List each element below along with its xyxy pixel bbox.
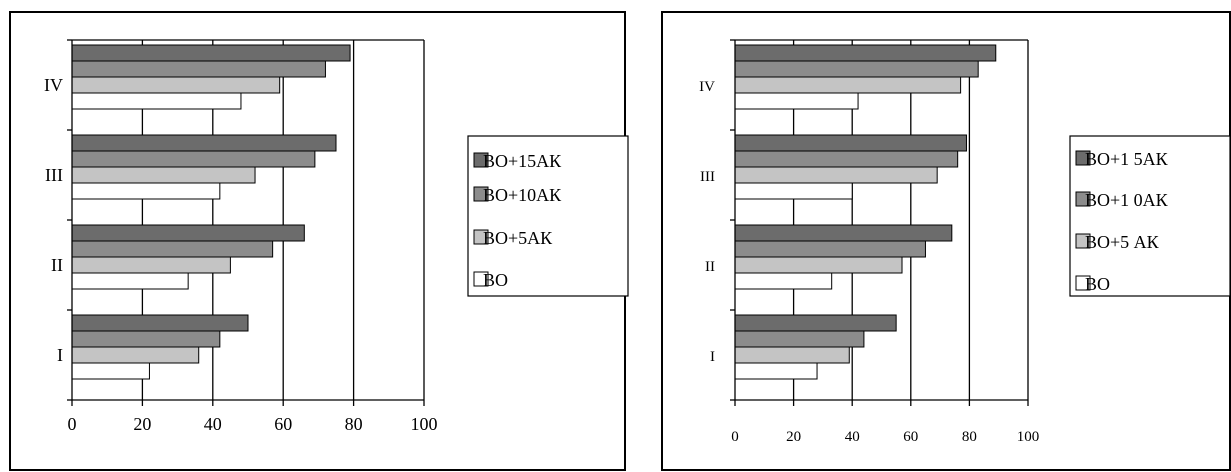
bar-III-series-4 <box>71 134 337 152</box>
bar-IV-series-1 <box>734 92 859 110</box>
legend <box>1069 135 1231 297</box>
bar-I-series-3 <box>71 330 221 348</box>
x-tick-label: 40 <box>845 429 860 445</box>
bar-III-series-1 <box>734 182 853 200</box>
bar-IV-series-2 <box>71 76 281 94</box>
bar-I-series-3 <box>734 330 865 348</box>
legend-label: ВО+5 АК <box>1085 232 1160 252</box>
bar-I-series-1 <box>71 362 150 380</box>
bar-IV-series-3 <box>734 60 979 78</box>
x-tick-label: 60 <box>274 414 292 434</box>
bar-II-series-3 <box>734 240 926 258</box>
bar-IV-series-3 <box>71 60 326 78</box>
x-tick-label: 80 <box>962 429 977 445</box>
legend-swatch <box>473 229 489 245</box>
bar-III-series-2 <box>71 166 256 184</box>
bar-II-series-2 <box>71 256 231 274</box>
bar-I-series-2 <box>734 346 850 364</box>
bar-III-series-3 <box>71 150 316 168</box>
bar-III-series-2 <box>734 166 938 184</box>
legend-swatch <box>473 152 489 168</box>
legend-swatch <box>1075 191 1091 207</box>
legend-swatch <box>473 271 489 287</box>
category-label: III <box>45 165 63 185</box>
bar-I-series-4 <box>734 314 897 332</box>
legend-label: ВО <box>1085 274 1110 294</box>
x-tick-label: 80 <box>345 414 363 434</box>
category-label: IV <box>699 79 715 95</box>
category-label: I <box>57 345 63 365</box>
bar-II-series-4 <box>734 224 953 242</box>
bar-I-series-4 <box>71 314 249 332</box>
x-tick-label: 0 <box>731 429 739 445</box>
category-label: IV <box>44 75 63 95</box>
legend-swatch <box>1075 275 1091 291</box>
x-tick-label: 20 <box>786 429 801 445</box>
category-label: I <box>710 349 715 365</box>
x-tick-label: 100 <box>411 414 438 434</box>
legend-label: ВО+1 5АК <box>1085 149 1169 169</box>
bar-IV-series-4 <box>734 44 997 62</box>
legend-label: ВО+15АК <box>483 151 562 171</box>
bar-IV-series-2 <box>734 76 962 94</box>
bar-IV-series-1 <box>71 92 242 110</box>
bar-I-series-2 <box>71 346 200 364</box>
x-tick-label: 100 <box>1017 429 1040 445</box>
legend-swatch <box>1075 233 1091 249</box>
category-label: II <box>51 255 63 275</box>
legend-swatch <box>1075 150 1091 166</box>
bar-II-series-2 <box>734 256 903 274</box>
x-tick-label: 60 <box>903 429 918 445</box>
bar-IV-series-4 <box>71 44 351 62</box>
legend-label: ВО+1 0АК <box>1085 190 1169 210</box>
bar-II-series-4 <box>71 224 305 242</box>
bar-I-series-1 <box>734 362 818 380</box>
bar-III-series-1 <box>71 182 221 200</box>
x-tick-label: 0 <box>68 414 77 434</box>
bar-II-series-3 <box>71 240 274 258</box>
x-tick-label: 40 <box>204 414 222 434</box>
category-label: II <box>705 259 715 275</box>
bar-II-series-1 <box>734 272 833 290</box>
x-tick-label: 20 <box>133 414 151 434</box>
category-label: III <box>700 169 715 185</box>
bar-II-series-1 <box>71 272 189 290</box>
legend-label: ВО+5АК <box>483 228 553 248</box>
bar-III-series-3 <box>734 150 959 168</box>
legend-label: ВО <box>483 270 508 290</box>
legend <box>467 135 629 297</box>
legend-swatch <box>473 186 489 202</box>
legend-label: ВО+10АК <box>483 185 562 205</box>
bar-III-series-4 <box>734 134 967 152</box>
